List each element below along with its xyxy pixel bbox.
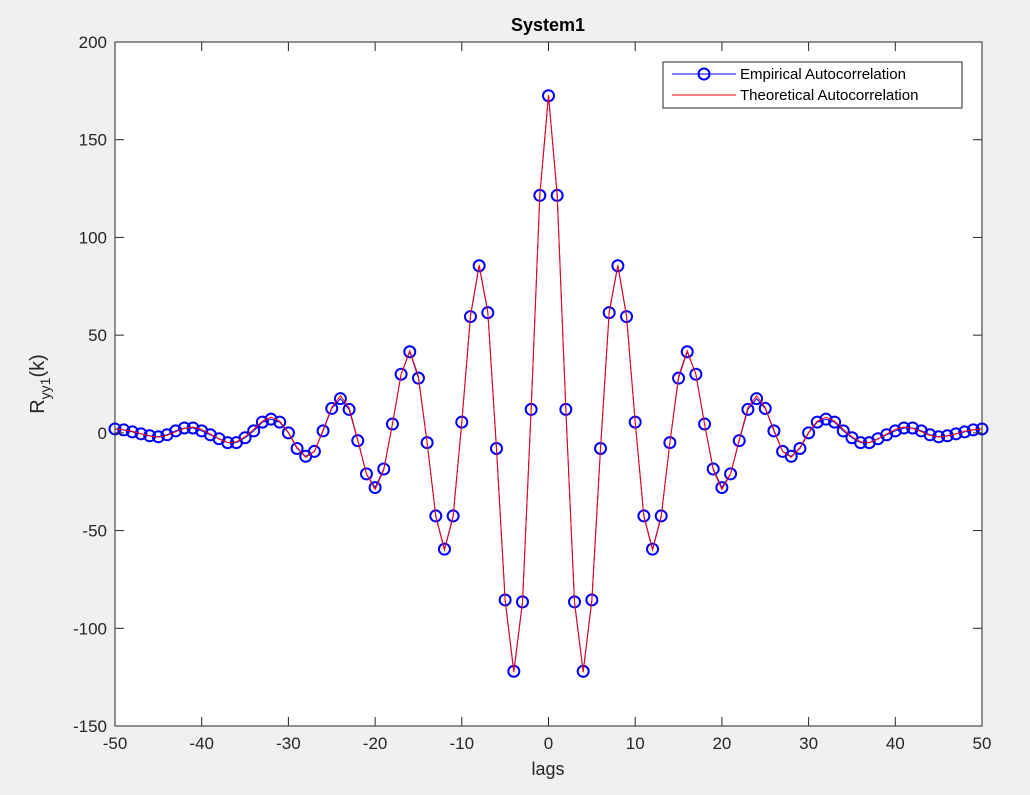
data-point-empirical <box>507 664 521 678</box>
x-tick-label: -50 <box>103 734 128 753</box>
data-point-empirical <box>672 371 686 385</box>
data-point-empirical <box>654 509 668 523</box>
x-tick-label: 10 <box>626 734 645 753</box>
data-point-empirical <box>316 424 330 438</box>
data-point-empirical <box>706 462 720 476</box>
x-tick-label: 0 <box>544 734 553 753</box>
data-point-empirical <box>290 441 304 455</box>
data-point-empirical <box>333 392 347 406</box>
y-tick-label: 200 <box>79 33 107 52</box>
data-point-empirical <box>923 428 937 442</box>
x-tick-label: 40 <box>886 734 905 753</box>
data-point-empirical <box>949 427 963 441</box>
y-tick-label: -150 <box>73 717 107 736</box>
y-axis-label-main: R <box>27 399 49 413</box>
x-tick-label: 30 <box>799 734 818 753</box>
data-point-empirical <box>758 401 772 415</box>
x-tick-label: -30 <box>276 734 301 753</box>
data-point-empirical <box>732 434 746 448</box>
data-point-empirical <box>620 310 634 324</box>
data-point-empirical <box>680 345 694 359</box>
data-point-empirical <box>542 89 555 103</box>
data-point-empirical <box>125 425 139 439</box>
data-point-empirical <box>611 259 625 273</box>
data-point-empirical <box>307 444 321 458</box>
x-tick-label: 50 <box>973 734 992 753</box>
data-point-empirical <box>446 509 460 523</box>
data-point-empirical <box>576 664 590 678</box>
data-point-empirical <box>802 426 816 440</box>
data-point-empirical <box>958 425 972 439</box>
data-point-empirical <box>411 371 425 385</box>
data-point-empirical <box>429 509 443 523</box>
y-axis-label-suffix: (k) <box>27 354 49 377</box>
legend-label-empirical: Empirical Autocorrelation <box>740 66 906 83</box>
data-point-empirical <box>385 417 399 431</box>
data-point-empirical <box>437 542 451 556</box>
data-point-empirical <box>143 429 157 443</box>
data-point-empirical <box>940 429 954 443</box>
data-point-empirical <box>784 449 798 463</box>
data-point-empirical <box>724 467 738 481</box>
data-point-empirical <box>359 467 373 481</box>
data-point-empirical <box>403 345 417 359</box>
data-point-empirical <box>169 424 183 438</box>
data-point-empirical <box>325 401 339 415</box>
y-tick-label: -100 <box>73 619 107 638</box>
y-axis-label-subscript: yy1 <box>37 377 53 399</box>
y-tick-label: 150 <box>79 131 107 150</box>
legend: Empirical Autocorrelation Theoretical Au… <box>662 61 963 109</box>
data-point-empirical <box>750 392 764 406</box>
legend-box <box>662 61 963 109</box>
x-tick-label: 20 <box>712 734 731 753</box>
data-point-empirical <box>810 415 824 429</box>
y-tick-label: -50 <box>82 522 107 541</box>
data-point-empirical <box>793 441 807 455</box>
y-tick-label: 0 <box>98 424 107 443</box>
series-line-theoretical <box>114 94 983 673</box>
data-point-empirical <box>637 509 651 523</box>
data-point-empirical <box>715 481 729 495</box>
data-point-empirical <box>836 424 850 438</box>
data-point-empirical <box>472 259 486 273</box>
x-tick-label: -10 <box>450 734 475 753</box>
data-point-empirical <box>117 423 131 437</box>
chart-title: System1 <box>511 15 585 35</box>
data-point-empirical <box>463 310 477 324</box>
data-point-empirical <box>273 415 287 429</box>
data-point-empirical <box>966 423 980 437</box>
data-point-empirical <box>255 415 269 429</box>
data-point-empirical <box>281 426 295 440</box>
data-point-empirical <box>888 424 902 438</box>
y-axis-label: Ryy1(k) <box>27 354 53 414</box>
y-tick-label: 100 <box>79 228 107 247</box>
data-point-empirical <box>689 367 703 381</box>
data-point-empirical <box>646 542 660 556</box>
data-point-empirical <box>698 417 712 431</box>
x-tick-label: -40 <box>189 734 214 753</box>
data-point-empirical <box>420 436 434 450</box>
data-point-empirical <box>134 427 148 441</box>
data-point-empirical <box>828 415 842 429</box>
legend-marker-empirical <box>697 67 711 81</box>
data-point-empirical <box>741 402 755 416</box>
data-point-empirical <box>377 462 391 476</box>
series-layer <box>108 89 989 678</box>
x-axis-label: lags <box>531 759 564 779</box>
data-point-empirical <box>342 402 356 416</box>
data-point-empirical <box>247 424 261 438</box>
data-point-empirical <box>351 434 365 448</box>
x-tick-label: -20 <box>363 734 388 753</box>
tick-layer: -50 -40 -30 -20 -10 0 10 20 30 40 50-150-100-50050… <box>73 33 991 753</box>
y-tick-label: 50 <box>88 326 107 345</box>
data-point-empirical <box>394 367 408 381</box>
data-point-empirical <box>238 431 252 445</box>
data-point-empirical <box>663 436 677 450</box>
data-point-empirical <box>767 424 781 438</box>
axes-background <box>115 42 982 726</box>
data-point-empirical <box>368 481 382 495</box>
legend-label-theoretical: Theoretical Autocorrelation <box>740 87 918 104</box>
